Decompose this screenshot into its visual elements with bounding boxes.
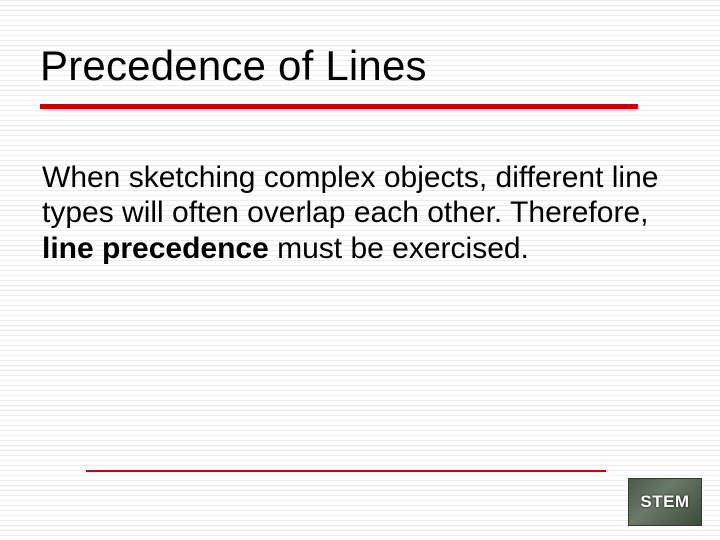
body-part-1: When sketching complex objects, differen… <box>42 161 658 229</box>
slide: Precedence of Lines When sketching compl… <box>0 0 720 540</box>
stem-logo-text: STEM <box>640 492 689 512</box>
title-block: Precedence of Lines <box>40 42 680 90</box>
body-bold: line precedence <box>42 232 269 265</box>
slide-content: Precedence of Lines When sketching compl… <box>0 0 720 540</box>
title-underline <box>40 104 638 109</box>
body-text: When sketching complex objects, differen… <box>42 160 662 266</box>
footer-line <box>86 470 606 472</box>
body-part-2: must be exercised. <box>269 232 529 265</box>
slide-title: Precedence of Lines <box>40 42 680 90</box>
stem-logo: STEM <box>628 478 702 526</box>
